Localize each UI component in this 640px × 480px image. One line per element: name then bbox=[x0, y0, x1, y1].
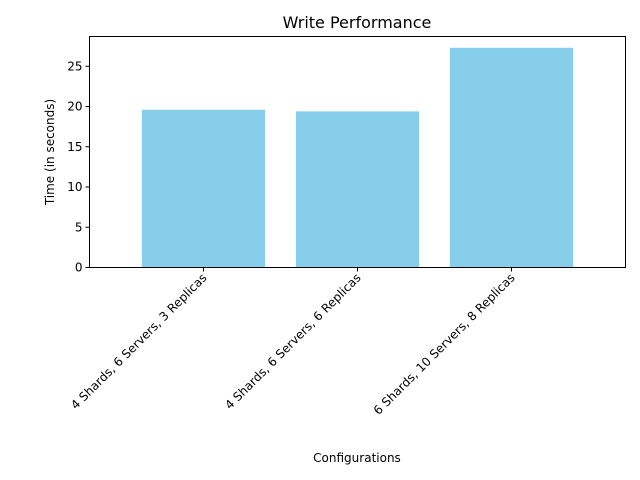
y-tick-label-25: 25 bbox=[67, 59, 82, 73]
x-axis-ticks: 4 Shards, 6 Servers, 3 Replicas 4 Shards,… bbox=[68, 267, 518, 418]
y-axis-label: Time (in seconds) bbox=[43, 99, 57, 206]
x-tick-label-1: 4 Shards, 6 Servers, 3 Replicas bbox=[68, 271, 209, 412]
bar-2 bbox=[295, 111, 420, 268]
bars-group bbox=[141, 47, 574, 268]
y-tick-label-5: 5 bbox=[75, 220, 83, 234]
bar-3 bbox=[449, 47, 574, 268]
y-tick-label-15: 15 bbox=[67, 140, 82, 154]
bar-1 bbox=[141, 109, 266, 268]
x-tick-label-3: 6 Shards, 10 Servers, 8 Replicas bbox=[371, 271, 518, 418]
x-tick-label-2: 4 Shards, 6 Servers, 6 Replicas bbox=[222, 271, 363, 412]
y-tick-label-0: 0 bbox=[75, 261, 83, 275]
y-tick-label-20: 20 bbox=[67, 100, 82, 114]
y-axis-ticks: 0 5 10 15 20 25 bbox=[67, 59, 90, 275]
x-axis-label: Configurations bbox=[313, 451, 401, 465]
y-tick-label-10: 10 bbox=[67, 180, 82, 194]
chart-title: Write Performance bbox=[283, 13, 432, 32]
plot-frame bbox=[89, 36, 626, 268]
